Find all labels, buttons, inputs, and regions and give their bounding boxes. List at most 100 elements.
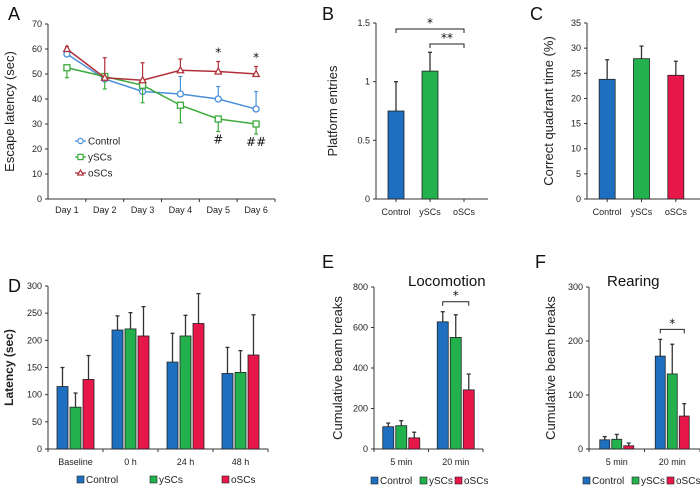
bar-control xyxy=(221,373,234,450)
legend-label: oSCs xyxy=(88,169,112,180)
bar-oscs xyxy=(408,437,421,450)
y-tick-label: 0 xyxy=(363,444,368,454)
significance-marker: * xyxy=(427,16,433,30)
y-tick-label: 400 xyxy=(353,363,368,373)
y-tick-label: 1.5 xyxy=(357,18,370,28)
data-point xyxy=(214,115,222,123)
data-point xyxy=(214,95,222,103)
significance-marker: ## xyxy=(246,135,266,149)
y-axis-label: Latency (sec) xyxy=(2,329,16,406)
x-tick-label: Day 4 xyxy=(169,205,193,215)
bar-control xyxy=(382,426,395,450)
x-tick-label: Day 6 xyxy=(244,205,268,215)
legend-swatch-yscs xyxy=(419,476,428,485)
y-tick-label: 200 xyxy=(353,404,368,414)
legend-swatch-oscs xyxy=(666,476,675,485)
bar-oscs xyxy=(192,323,205,450)
bar-oscs xyxy=(667,74,685,200)
y-tick-label: 20 xyxy=(571,93,581,103)
y-tick-label: 250 xyxy=(27,308,42,318)
y-tick-label: 20 xyxy=(32,144,42,154)
panel-letter: E xyxy=(322,252,334,272)
legend-label: ySCs xyxy=(641,476,665,487)
data-point xyxy=(100,72,110,81)
bar-yscs xyxy=(69,406,82,450)
data-point xyxy=(251,69,261,78)
y-tick-label: 40 xyxy=(32,94,42,104)
data-point xyxy=(176,65,185,74)
bar-control xyxy=(598,78,616,200)
data-point xyxy=(213,66,223,75)
x-tick-label: 24 h xyxy=(177,457,195,467)
bar-control xyxy=(599,439,611,450)
x-tick-label: 48 h xyxy=(232,457,250,467)
y-tick-label: 150 xyxy=(27,363,42,373)
y-tick-label: 5 xyxy=(576,169,581,179)
x-tick-label: 0 h xyxy=(124,457,137,467)
data-point xyxy=(176,90,185,98)
x-tick-label: oSCs xyxy=(665,207,688,217)
legend-label: oSCs xyxy=(231,475,255,486)
x-tick-label: oSCs xyxy=(453,207,476,217)
y-tick-label: 200 xyxy=(568,336,583,346)
bar-yscs xyxy=(124,328,137,450)
bar-yscs xyxy=(633,58,650,200)
legend-marker xyxy=(77,153,84,161)
legend-marker xyxy=(77,137,84,145)
y-tick-label: 100 xyxy=(27,390,42,400)
y-tick-label: 300 xyxy=(568,282,583,292)
series-line-control xyxy=(66,53,257,110)
y-tick-label: 60 xyxy=(32,44,42,54)
y-tick-label: 0 xyxy=(37,444,42,454)
x-tick-label: ySCs xyxy=(631,207,653,217)
y-tick-label: 35 xyxy=(571,18,581,28)
y-tick-label: 100 xyxy=(568,390,583,400)
legend-label: Control xyxy=(380,476,412,487)
y-tick-label: 10 xyxy=(32,169,42,179)
legend-label: Control xyxy=(592,476,624,487)
bar-oscs xyxy=(82,379,95,450)
x-tick-label: Control xyxy=(593,207,622,217)
data-point xyxy=(63,64,71,72)
legend-swatch-control xyxy=(76,475,85,484)
y-tick-label: 30 xyxy=(571,43,581,53)
bar-yscs xyxy=(449,337,462,450)
series-line-yscs xyxy=(66,67,257,125)
panel-letter: C xyxy=(530,4,543,24)
bar-yscs xyxy=(179,335,192,450)
legend-label: Control xyxy=(88,137,120,148)
significance-marker: ** xyxy=(441,31,453,45)
x-tick-label: Day 2 xyxy=(93,205,117,215)
y-tick-label: 800 xyxy=(353,282,368,292)
y-tick-label: 0 xyxy=(578,444,583,454)
legend-label: ySCs xyxy=(159,475,183,486)
y-axis-label: Platform entries xyxy=(325,65,340,157)
bar-control xyxy=(387,110,405,200)
bar-control xyxy=(654,355,666,450)
y-tick-label: 0 xyxy=(365,194,370,204)
significance-marker: * xyxy=(453,289,459,303)
panel-letter: A xyxy=(8,4,20,24)
x-tick-label: 5 min xyxy=(606,457,628,467)
y-axis-label: Correct quadrant time (%) xyxy=(541,36,556,186)
y-tick-label: 10 xyxy=(571,144,581,154)
x-tick-label: 20 min xyxy=(442,457,469,467)
y-tick-label: 30 xyxy=(32,119,42,129)
x-tick-label: 5 min xyxy=(390,457,412,467)
x-tick-label: ySCs xyxy=(419,207,441,217)
y-tick-label: 15 xyxy=(571,119,581,129)
y-tick-label: 200 xyxy=(27,335,42,345)
legend-label: oSCs xyxy=(676,476,700,487)
legend-label: ySCs xyxy=(88,153,112,164)
y-axis-label: Cumulative beam breaks xyxy=(543,296,558,440)
y-tick-label: 50 xyxy=(32,69,42,79)
significance-bracket xyxy=(442,301,470,306)
panel-title: Locomotion xyxy=(408,273,486,290)
bar-yscs xyxy=(421,70,439,200)
y-tick-label: 70 xyxy=(32,19,42,29)
panel-title: Rearing xyxy=(607,273,660,290)
y-tick-label: 300 xyxy=(27,281,42,291)
data-point xyxy=(252,120,260,128)
legend-swatch-control xyxy=(370,476,379,485)
series-line-oscs xyxy=(66,48,257,82)
